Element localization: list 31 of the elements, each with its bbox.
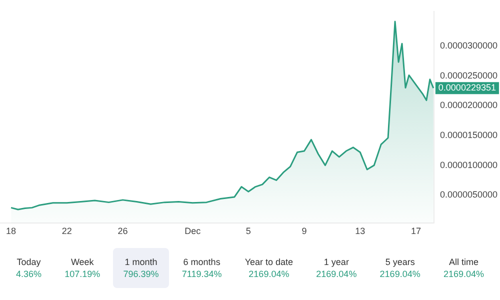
text: 1 year (324, 257, 349, 267)
text: 5 years (385, 257, 415, 267)
text: 2169.04% (248, 269, 290, 279)
y-tick-label: 0.0000250000 (440, 70, 498, 80)
y-tick-label: 0.0000150000 (440, 130, 498, 140)
text: 796.39% (123, 269, 159, 279)
y-tick-label: 0.0000050000 (440, 190, 498, 200)
text: 2169.04% (443, 269, 484, 279)
text: 107.19% (64, 269, 100, 279)
x-tick-label: 18 (6, 226, 16, 236)
x-tick-label: 5 (246, 226, 251, 236)
y-tick-label: 0.0000100000 (440, 160, 498, 170)
annotation: 0.0000229351 (438, 82, 496, 93)
text: 2169.04% (380, 269, 420, 279)
text: 4.36% (16, 269, 42, 279)
text: 6 months (183, 257, 220, 267)
text: Year to date (244, 257, 294, 267)
text: 2169.04% (316, 269, 357, 279)
y-tick-label: 0.0000200000 (440, 100, 498, 110)
text: Today (16, 257, 41, 267)
text: 1 month (124, 257, 158, 267)
x-tick-label: 13 (355, 226, 366, 236)
text: 7119.34% (182, 269, 222, 279)
text: All time (448, 257, 478, 267)
y-tick-label: 0.0000300000 (440, 40, 498, 50)
x-tick-label: Dec (184, 226, 202, 236)
x-tick-label: 26 (118, 226, 128, 236)
x-tick-label: 17 (410, 226, 421, 236)
x-tick-label: 22 (62, 226, 72, 236)
x-tick-label: 9 (302, 226, 307, 236)
text: Week (70, 257, 94, 267)
